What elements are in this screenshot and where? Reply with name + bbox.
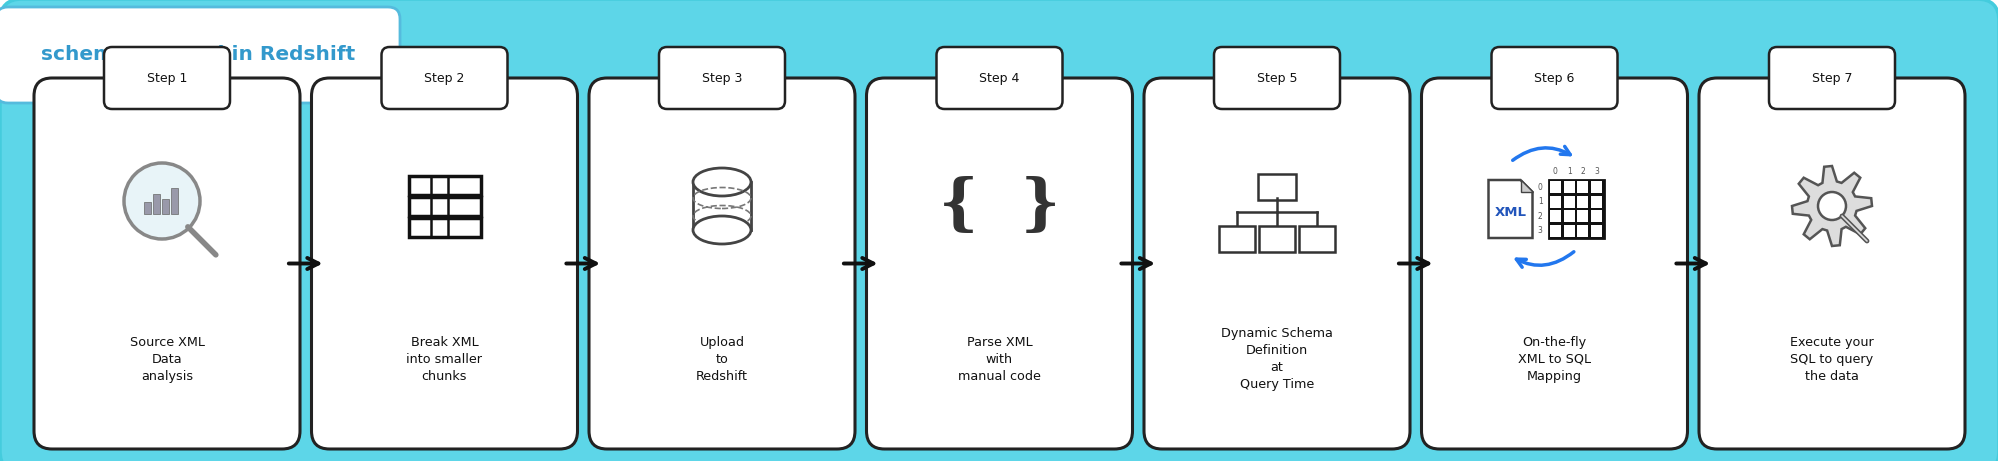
- FancyBboxPatch shape: [34, 78, 300, 449]
- Polygon shape: [1489, 180, 1532, 238]
- Text: Step 5: Step 5: [1257, 71, 1297, 84]
- FancyBboxPatch shape: [1259, 226, 1295, 252]
- FancyBboxPatch shape: [1421, 78, 1686, 449]
- Text: 0: 0: [1536, 183, 1542, 192]
- FancyBboxPatch shape: [1768, 47, 1894, 109]
- FancyBboxPatch shape: [659, 47, 785, 109]
- Text: On-the-fly
XML to SQL
Mapping: On-the-fly XML to SQL Mapping: [1516, 336, 1590, 383]
- Bar: [154, 194, 160, 214]
- FancyBboxPatch shape: [1219, 226, 1255, 252]
- Circle shape: [1816, 192, 1844, 220]
- Text: 1: 1: [1566, 167, 1570, 176]
- Bar: [172, 188, 178, 214]
- Polygon shape: [1790, 166, 1870, 246]
- Bar: [1548, 181, 1560, 193]
- Text: Parse XML
with
manual code: Parse XML with manual code: [957, 336, 1041, 383]
- Bar: [144, 202, 152, 214]
- Bar: [162, 199, 170, 214]
- Text: Step 2: Step 2: [424, 71, 464, 84]
- Text: 2: 2: [1536, 212, 1542, 221]
- Bar: [1590, 225, 1602, 236]
- FancyBboxPatch shape: [408, 218, 480, 237]
- Ellipse shape: [693, 216, 751, 244]
- Bar: [1548, 180, 1602, 238]
- FancyBboxPatch shape: [1257, 174, 1295, 200]
- Bar: [1576, 181, 1588, 193]
- Bar: [1562, 225, 1574, 236]
- FancyBboxPatch shape: [589, 78, 855, 449]
- Text: 3: 3: [1536, 226, 1542, 235]
- FancyBboxPatch shape: [312, 78, 577, 449]
- FancyBboxPatch shape: [1698, 78, 1964, 449]
- FancyBboxPatch shape: [1491, 47, 1616, 109]
- FancyBboxPatch shape: [104, 47, 230, 109]
- Text: Step 3: Step 3: [701, 71, 741, 84]
- FancyBboxPatch shape: [0, 7, 400, 103]
- Text: Step 6: Step 6: [1534, 71, 1574, 84]
- FancyBboxPatch shape: [1299, 226, 1335, 252]
- Bar: [1548, 225, 1560, 236]
- Text: Break XML
into smaller
chunks: Break XML into smaller chunks: [406, 336, 482, 383]
- FancyBboxPatch shape: [408, 197, 480, 216]
- Text: Execute your
SQL to query
the data: Execute your SQL to query the data: [1790, 336, 1872, 383]
- Bar: [693, 182, 751, 230]
- Ellipse shape: [693, 168, 751, 196]
- FancyBboxPatch shape: [382, 47, 507, 109]
- Circle shape: [124, 163, 200, 239]
- Text: schema-on-read in Redshift: schema-on-read in Redshift: [40, 46, 356, 65]
- Bar: [1562, 181, 1574, 193]
- Text: 1: 1: [1536, 197, 1542, 206]
- Text: Upload
to
Redshift: Upload to Redshift: [695, 336, 747, 383]
- FancyBboxPatch shape: [1143, 78, 1409, 449]
- Polygon shape: [1520, 180, 1532, 192]
- Text: 2: 2: [1580, 167, 1584, 176]
- FancyBboxPatch shape: [1213, 47, 1339, 109]
- Text: Step 1: Step 1: [146, 71, 188, 84]
- Text: {  }: { }: [939, 176, 1059, 236]
- Text: Step 7: Step 7: [1810, 71, 1852, 84]
- Bar: [1590, 196, 1602, 208]
- Text: XML: XML: [1495, 206, 1526, 219]
- Bar: [1576, 196, 1588, 208]
- Text: 0: 0: [1552, 167, 1556, 176]
- Bar: [1548, 210, 1560, 222]
- Text: Step 4: Step 4: [979, 71, 1019, 84]
- Bar: [1576, 210, 1588, 222]
- Bar: [1590, 210, 1602, 222]
- Bar: [1576, 225, 1588, 236]
- FancyBboxPatch shape: [865, 78, 1133, 449]
- Text: Source XML
Data
analysis: Source XML Data analysis: [130, 336, 204, 383]
- Bar: [1590, 181, 1602, 193]
- Bar: [1548, 196, 1560, 208]
- FancyBboxPatch shape: [935, 47, 1063, 109]
- Text: Dynamic Schema
Definition
at
Query Time: Dynamic Schema Definition at Query Time: [1221, 327, 1333, 391]
- Bar: [1562, 210, 1574, 222]
- Bar: [1562, 196, 1574, 208]
- Text: 3: 3: [1592, 167, 1598, 176]
- FancyBboxPatch shape: [408, 176, 480, 195]
